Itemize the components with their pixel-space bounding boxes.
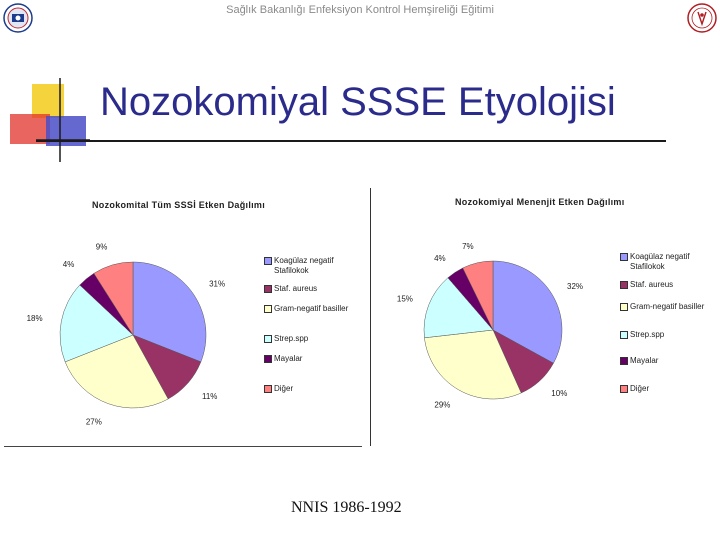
legend-swatch	[620, 253, 628, 261]
chart-2-pie: 32% 10% 29% 15% 4% 7%	[397, 242, 583, 410]
legend-label: Strep.spp	[630, 330, 665, 339]
pie-slice-2	[64, 334, 169, 409]
legend-swatch	[620, 385, 628, 393]
pie-slice-label-4: 4%	[434, 254, 446, 263]
pie-slice-label-2: 29%	[434, 401, 450, 410]
pie-slice-5	[93, 261, 134, 336]
legend-swatch	[264, 257, 272, 265]
legend-label: Staf. aureus	[630, 280, 674, 289]
pie-slice-label-3: 18%	[27, 314, 43, 323]
legend-swatch	[264, 335, 272, 343]
title-underline	[36, 140, 666, 142]
ministry-emblem-icon	[3, 3, 33, 33]
chart-1-title: Nozokomital Tüm SSSİ Etken Dağılımı	[92, 200, 266, 210]
legend-label: Diğer	[274, 384, 294, 393]
chart-1-legend: Koagülaz negatif Stafilokok Staf. aureus G…	[264, 256, 364, 406]
legend-label: Mayalar	[274, 354, 303, 363]
pie-slice-label-1: 11%	[202, 392, 217, 401]
legend-swatch	[620, 357, 628, 365]
pie-slice-3	[59, 284, 134, 363]
legend-label: Koagülaz negatif Stafilokok	[630, 252, 690, 271]
source-note: NNIS 1986-1992	[291, 499, 402, 516]
legend-swatch	[264, 355, 272, 363]
chart-2-title: Nozokomiyal Menenjit Etken Dağılımı	[455, 197, 625, 207]
pie-slice-label-3: 15%	[397, 295, 413, 304]
legend-label: Gram-negatif basiller	[274, 304, 349, 313]
legend-swatch	[620, 331, 628, 339]
slide-header: Sağlık Bakanlığı Enfeksiyon Kontrol Hemş…	[226, 4, 494, 16]
pie-slice-0	[492, 260, 563, 364]
legend-label: Strep.spp	[274, 334, 309, 343]
legend-swatch	[264, 385, 272, 393]
pie-slice-label-5: 9%	[96, 243, 108, 252]
legend-label: Staf. aureus	[274, 284, 318, 293]
legend-label: Mayalar	[630, 356, 659, 365]
legend-swatch	[620, 281, 628, 289]
chart-1-pie: 31% 11% 27% 18% 4% 9%	[27, 243, 225, 427]
pie-slice-3	[423, 277, 494, 339]
slide-title: Nozokomiyal SSSE Etyolojisi	[100, 80, 616, 124]
legend-swatch	[620, 303, 628, 311]
chart-divider-horizontal	[4, 446, 362, 447]
pie-slice-label-2: 27%	[86, 418, 102, 427]
hospital-seal-icon	[687, 3, 717, 33]
legend-swatch	[264, 285, 272, 293]
chart-divider-vertical	[370, 188, 371, 446]
chart-2-legend: Koagülaz negatif Stafilokok Staf. aureus G…	[620, 252, 718, 402]
pie-slice-0	[132, 261, 207, 363]
title-decoration	[10, 78, 90, 162]
pie-slice-label-4: 4%	[63, 260, 75, 269]
legend-label: Diğer	[630, 384, 650, 393]
legend-label: Gram-negatif basiller	[630, 302, 705, 311]
pie-slice-label-0: 31%	[209, 279, 225, 288]
pie-slice-label-0: 32%	[567, 282, 583, 291]
pie-slice-2	[424, 329, 522, 400]
pie-slice-5	[462, 260, 494, 331]
legend-swatch	[264, 305, 272, 313]
legend-label: Koagülaz negatif Stafilokok	[274, 256, 334, 275]
pie-slice-label-1: 10%	[551, 389, 567, 398]
pie-slice-label-5: 7%	[462, 242, 474, 251]
